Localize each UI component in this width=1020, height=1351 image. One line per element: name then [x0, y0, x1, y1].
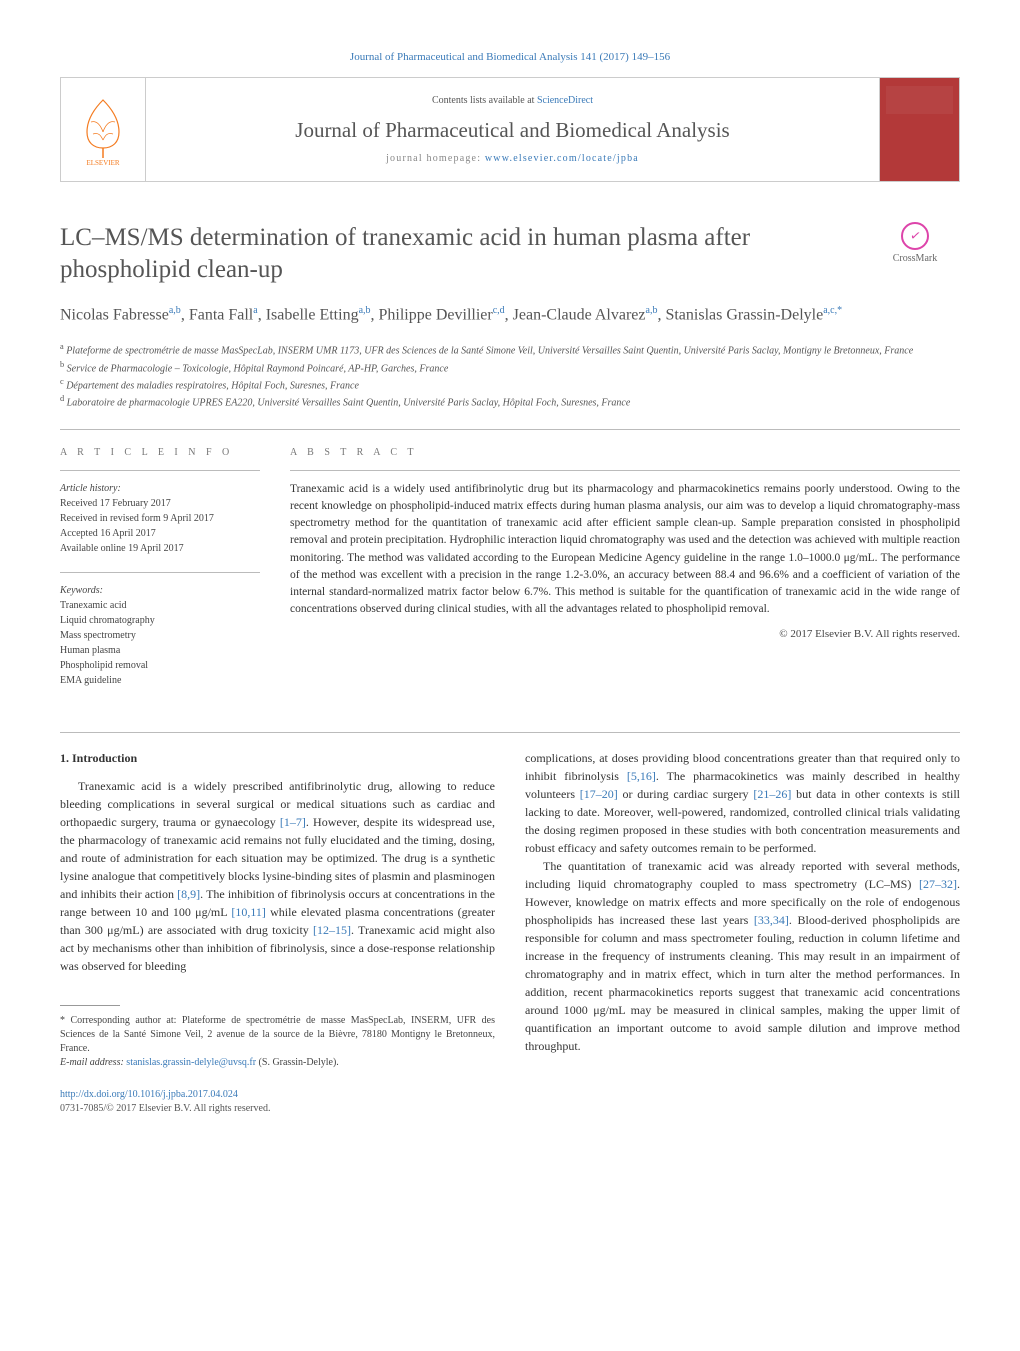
authors: Nicolas Fabressea,b, Fanta Falla, Isabel…	[60, 303, 960, 327]
crossmark-label: CrossMark	[893, 252, 937, 266]
divider	[60, 732, 960, 733]
copyright: © 2017 Elsevier B.V. All rights reserved…	[290, 627, 960, 642]
intro-paragraph-1-cont: complications, at doses providing blood …	[525, 749, 960, 857]
ref-link[interactable]: [5,16]	[627, 769, 656, 783]
affiliations: a Plateforme de spectrométrie de masse M…	[60, 341, 960, 410]
divider	[60, 429, 960, 430]
crossmark-icon	[901, 222, 929, 250]
body-columns: 1. Introduction Tranexamic acid is a wid…	[60, 749, 960, 1116]
elsevier-logo: ELSEVIER	[61, 78, 146, 181]
ref-link[interactable]: [33,34]	[754, 913, 789, 927]
footnote-divider	[60, 1005, 120, 1006]
ref-link[interactable]: [27–32]	[919, 877, 957, 891]
ref-link[interactable]: [1–7]	[280, 815, 306, 829]
corresponding-author-footnote: * Corresponding author at: Plateforme de…	[60, 1014, 495, 1056]
crossmark-badge[interactable]: CrossMark	[870, 222, 960, 266]
issn-line: 0731-7085/© 2017 Elsevier B.V. All right…	[60, 1103, 270, 1114]
article-title: LC–MS/MS determination of tranexamic aci…	[60, 222, 870, 285]
journal-header-box: ELSEVIER Contents lists available at Sci…	[60, 77, 960, 182]
svg-text:ELSEVIER: ELSEVIER	[86, 159, 119, 167]
article-history: Article history: Received 17 February 20…	[60, 481, 260, 556]
abstract-heading: a b s t r a c t	[290, 446, 960, 460]
journal-cover-thumb	[879, 78, 959, 181]
doi-link[interactable]: http://dx.doi.org/10.1016/j.jpba.2017.04…	[60, 1089, 238, 1100]
column-left: 1. Introduction Tranexamic acid is a wid…	[60, 749, 495, 1116]
intro-paragraph-2: The quantitation of tranexamic acid was …	[525, 857, 960, 1055]
abstract: a b s t r a c t Tranexamic acid is a wid…	[290, 446, 960, 704]
ref-link[interactable]: [17–20]	[580, 787, 618, 801]
ref-link[interactable]: [21–26]	[753, 787, 791, 801]
email-link[interactable]: stanislas.grassin-delyle@uvsq.fr	[126, 1057, 256, 1068]
abstract-text: Tranexamic acid is a widely used antifib…	[290, 481, 960, 619]
footer: http://dx.doi.org/10.1016/j.jpba.2017.04…	[60, 1088, 495, 1116]
intro-paragraph-1: Tranexamic acid is a widely prescribed a…	[60, 777, 495, 975]
column-right: complications, at doses providing blood …	[525, 749, 960, 1116]
keywords: Keywords: Tranexamic acidLiquid chromato…	[60, 583, 260, 688]
ref-link[interactable]: [12–15]	[313, 923, 351, 937]
sciencedirect-link[interactable]: ScienceDirect	[537, 95, 593, 106]
contents-available: Contents lists available at ScienceDirec…	[156, 94, 869, 108]
ref-link[interactable]: [10,11]	[231, 905, 266, 919]
article-info-heading: a r t i c l e i n f o	[60, 446, 260, 460]
journal-homepage: journal homepage: www.elsevier.com/locat…	[156, 152, 869, 166]
article-info: a r t i c l e i n f o Article history: R…	[60, 446, 260, 704]
homepage-link[interactable]: www.elsevier.com/locate/jpba	[485, 153, 639, 164]
section-heading-intro: 1. Introduction	[60, 749, 495, 767]
ref-link[interactable]: [8,9]	[177, 887, 200, 901]
elsevier-tree-icon: ELSEVIER	[73, 92, 133, 167]
email-footnote: E-mail address: stanislas.grassin-delyle…	[60, 1056, 495, 1070]
header-citation[interactable]: Journal of Pharmaceutical and Biomedical…	[60, 50, 960, 65]
journal-name: Journal of Pharmaceutical and Biomedical…	[156, 116, 869, 145]
